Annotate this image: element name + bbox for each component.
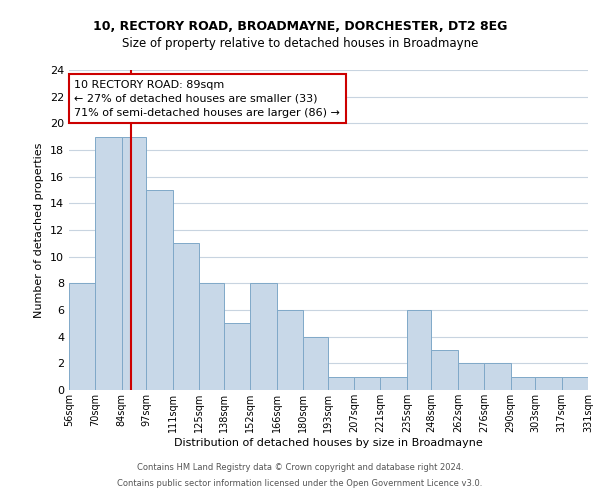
Bar (277, 310, 303, 390)
Bar (458, 364, 484, 390)
X-axis label: Distribution of detached houses by size in Broadmayne: Distribution of detached houses by size … (174, 438, 483, 448)
Bar (354, 376, 380, 390)
Bar (146, 190, 173, 390)
Text: Contains public sector information licensed under the Open Government Licence v3: Contains public sector information licen… (118, 478, 482, 488)
Bar (380, 376, 407, 390)
Bar (250, 284, 277, 390)
Bar (407, 310, 431, 390)
Bar (484, 364, 511, 390)
Bar (562, 376, 588, 390)
Text: Contains HM Land Registry data © Crown copyright and database right 2024.: Contains HM Land Registry data © Crown c… (137, 464, 463, 472)
Text: 10 RECTORY ROAD: 89sqm
← 27% of detached houses are smaller (33)
71% of semi-det: 10 RECTORY ROAD: 89sqm ← 27% of detached… (74, 80, 340, 118)
Bar (328, 376, 354, 390)
Bar (122, 136, 146, 390)
Bar (535, 376, 562, 390)
Bar (69, 284, 95, 390)
Bar (431, 350, 458, 390)
Bar (199, 284, 224, 390)
Bar (511, 376, 535, 390)
Y-axis label: Number of detached properties: Number of detached properties (34, 142, 44, 318)
Bar (224, 324, 250, 390)
Bar (173, 244, 199, 390)
Text: Size of property relative to detached houses in Broadmayne: Size of property relative to detached ho… (122, 38, 478, 51)
Bar (95, 136, 122, 390)
Text: 10, RECTORY ROAD, BROADMAYNE, DORCHESTER, DT2 8EG: 10, RECTORY ROAD, BROADMAYNE, DORCHESTER… (93, 20, 507, 33)
Bar (303, 336, 328, 390)
